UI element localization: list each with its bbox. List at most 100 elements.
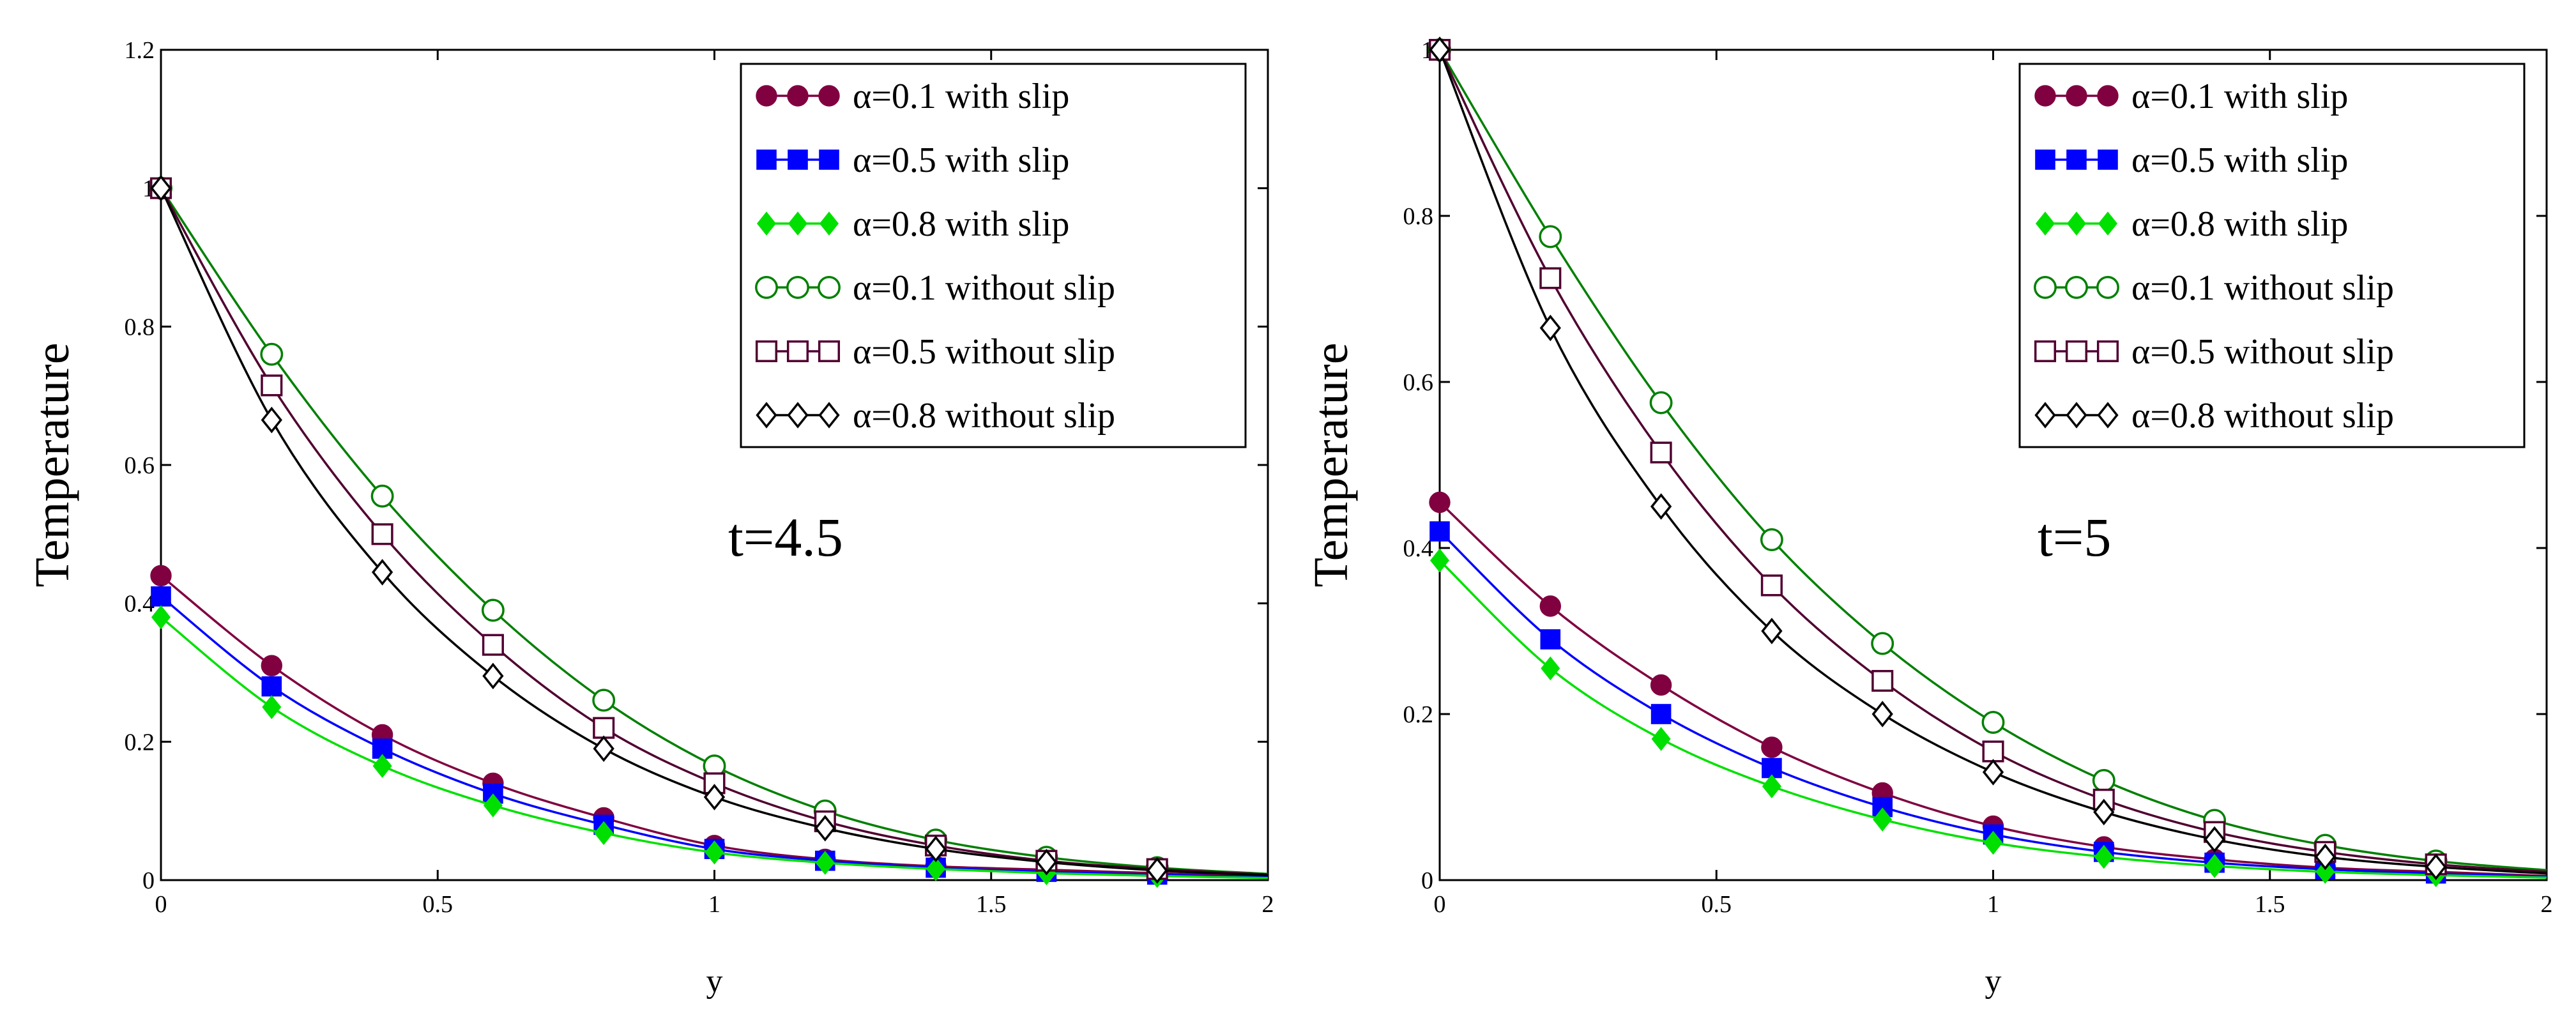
series-line bbox=[160, 574, 1269, 878]
x-tick-label: 1 bbox=[708, 891, 720, 918]
legend-marker bbox=[2034, 340, 2057, 363]
y-axis-label: Temperature bbox=[1304, 343, 1358, 588]
series-6 bbox=[150, 174, 1269, 884]
y-tick-label: 0.6 bbox=[1403, 369, 1434, 396]
data-point bbox=[261, 374, 283, 397]
time-annotation: t=4.5 bbox=[728, 506, 843, 568]
data-point bbox=[151, 586, 171, 607]
legend-marker bbox=[2066, 85, 2087, 107]
legend-entry: α=0.5 without slip bbox=[755, 332, 1115, 372]
legend-marker bbox=[786, 276, 809, 299]
legend: α=0.1 with slip α=0.5 with slip α=0.8 with… bbox=[2018, 63, 2526, 448]
data-point bbox=[1981, 711, 2005, 734]
legend-marker bbox=[2034, 85, 2056, 107]
legend-marker bbox=[2066, 402, 2087, 429]
y-tick-label: 0.8 bbox=[1403, 203, 1434, 230]
data-point bbox=[481, 598, 505, 622]
y-tick-label: 0 bbox=[1421, 867, 1433, 894]
data-point bbox=[1650, 674, 1672, 696]
x-tick-label: 1.5 bbox=[2255, 891, 2285, 918]
data-point bbox=[703, 784, 726, 811]
legend-marker bbox=[788, 149, 808, 170]
y-tick-label: 0.8 bbox=[125, 314, 155, 340]
data-point bbox=[1539, 595, 1562, 617]
legend-marker bbox=[818, 85, 840, 107]
data-point bbox=[2094, 844, 2114, 869]
data-point bbox=[925, 835, 947, 863]
data-point bbox=[1761, 736, 1783, 758]
y-tick-label: 0.2 bbox=[125, 729, 155, 756]
legend-entry: α=0.5 with slip bbox=[756, 141, 1069, 180]
legend-marker bbox=[2035, 149, 2055, 170]
data-point bbox=[370, 484, 394, 508]
legend-marker bbox=[2098, 149, 2118, 170]
legend-entry: α=0.5 with slip bbox=[2035, 141, 2348, 180]
legend-label: α=0.8 without slip bbox=[2131, 396, 2394, 436]
legend-marker bbox=[2066, 211, 2087, 236]
data-point bbox=[1429, 548, 1450, 573]
data-point bbox=[1982, 740, 2004, 763]
legend-box bbox=[740, 63, 1247, 448]
series-line bbox=[160, 187, 1269, 875]
legend-entry: α=0.8 with slip bbox=[756, 204, 1069, 244]
legend-marker bbox=[788, 211, 808, 236]
legend-marker bbox=[819, 211, 839, 236]
x-tick-label: 1.5 bbox=[976, 891, 1007, 918]
data-point bbox=[1650, 441, 1672, 464]
legend-marker bbox=[756, 149, 777, 170]
data-point bbox=[150, 174, 172, 202]
legend-marker bbox=[755, 340, 778, 363]
series-1 bbox=[150, 565, 1269, 884]
data-point bbox=[1539, 314, 1561, 342]
data-point bbox=[1649, 391, 1673, 415]
legend-marker bbox=[2034, 276, 2057, 299]
legend-entry: α=0.1 with slip bbox=[756, 77, 1069, 116]
data-point bbox=[372, 754, 392, 779]
x-tick-label: 0 bbox=[1434, 891, 1446, 918]
y-tick-label: 0 bbox=[142, 867, 155, 894]
legend-label: α=0.5 with slip bbox=[853, 141, 1069, 180]
data-point bbox=[2092, 769, 2115, 792]
legend-marker bbox=[787, 85, 809, 107]
legend-marker bbox=[819, 149, 839, 170]
legend-box bbox=[2018, 63, 2526, 448]
data-point bbox=[1761, 618, 1783, 644]
data-point bbox=[1650, 493, 1672, 520]
legend-marker bbox=[818, 402, 840, 429]
data-point bbox=[261, 676, 282, 697]
x-axis-label: y bbox=[706, 963, 723, 1000]
y-tick-label: 0.2 bbox=[1403, 701, 1434, 728]
data-point bbox=[260, 342, 284, 366]
data-point bbox=[1540, 629, 1561, 650]
legend-marker bbox=[2096, 340, 2119, 363]
data-point bbox=[2204, 826, 2225, 853]
legend-label: α=0.1 with slip bbox=[853, 77, 1069, 116]
x-tick-label: 2 bbox=[1262, 891, 1274, 918]
data-point bbox=[1429, 491, 1451, 514]
series-line bbox=[160, 187, 1269, 876]
data-point bbox=[261, 655, 282, 676]
legend: α=0.1 with slip α=0.5 with slip α=0.8 with… bbox=[740, 63, 1247, 448]
series-line bbox=[1438, 49, 2547, 873]
data-point bbox=[262, 695, 282, 719]
legend-label: α=0.5 without slip bbox=[2131, 332, 2394, 372]
data-point bbox=[1871, 701, 1893, 727]
data-point bbox=[1539, 267, 1562, 289]
data-point bbox=[926, 856, 946, 881]
legend-entry: α=0.8 without slip bbox=[756, 396, 1115, 436]
legend-marker bbox=[2096, 276, 2119, 299]
y-tick-label: 0.4 bbox=[125, 591, 155, 618]
legend-entry: α=0.1 without slip bbox=[755, 268, 1115, 308]
series-3 bbox=[1429, 548, 2547, 888]
x-tick-label: 0.5 bbox=[1702, 891, 1732, 918]
data-point bbox=[1982, 759, 2004, 786]
data-point bbox=[2425, 853, 2447, 881]
data-point bbox=[2205, 854, 2225, 878]
series-1 bbox=[1429, 491, 2547, 883]
legend-entry: α=0.5 without slip bbox=[2034, 332, 2394, 372]
legend-entry: α=0.1 with slip bbox=[2034, 77, 2348, 116]
series-3 bbox=[151, 605, 1269, 888]
data-point bbox=[2315, 860, 2335, 884]
